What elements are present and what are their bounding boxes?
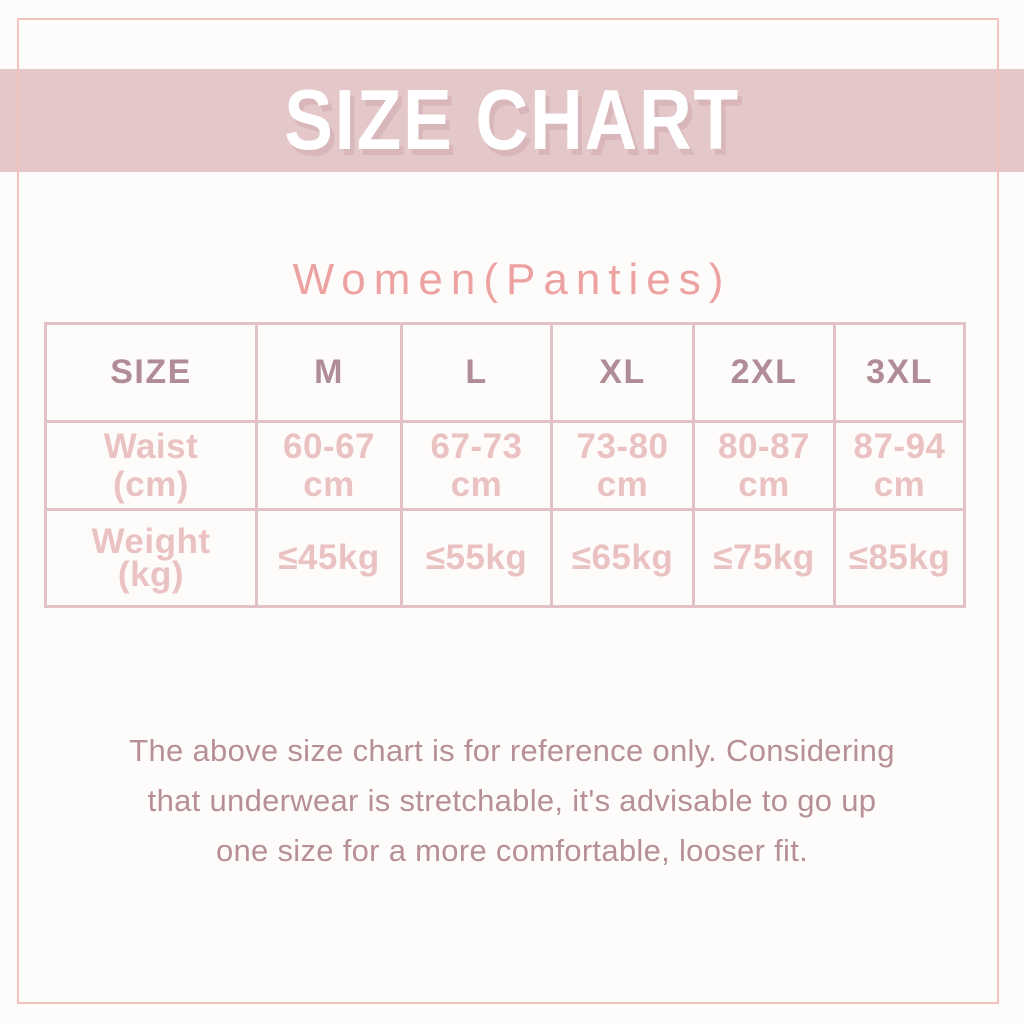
waist-value-3xl: 87-94 cm [833,420,966,511]
table-row-weight: Weight (kg) ≤45kg ≤55kg ≤65kg ≤75kg ≤85k… [44,508,966,608]
weight-limit: ≤75kg [713,538,815,577]
row-label-weight: Weight (kg) [44,508,258,608]
weight-value-xl: ≤65kg [550,508,695,608]
column-header-3xl: 3XL [833,322,966,423]
waist-range: 60-67 [282,427,376,467]
weight-label-unit: (kg) [117,555,185,594]
waist-range: 73-80 [576,427,669,467]
waist-unit: cm [303,464,355,504]
weight-value-m: ≤45kg [255,508,403,608]
waist-value-xl: 73-80 cm [550,420,695,511]
row-label-waist: Waist (cm) [44,420,258,511]
waist-range: 67-73 [430,427,523,467]
table-row-waist: Waist (cm) 60-67 cm 67-73 cm 73-80 cm 80… [44,420,966,511]
column-header-size: SIZE [44,322,258,423]
column-header-l: L [400,322,553,423]
title-banner: SIZE CHART [0,69,1024,172]
disclaimer-line: that underwear is stretchable, it's advi… [147,783,877,818]
weight-value-2xl: ≤75kg [692,508,836,608]
waist-range: 87-94 [853,427,946,467]
waist-unit: cm [596,464,649,504]
weight-limit: ≤65kg [571,538,674,577]
waist-value-l: 67-73 cm [400,420,553,511]
weight-limit: ≤45kg [278,538,380,577]
waist-label-text: Waist [103,427,199,467]
waist-unit: cm [738,464,790,504]
waist-value-m: 60-67 cm [255,420,403,511]
table-header-row: SIZE M L XL 2XL 3XL [44,322,966,423]
weight-value-3xl: ≤85kg [833,508,966,608]
disclaimer-line: one size for a more comfortable, looser … [215,833,809,868]
waist-unit: cm [450,464,503,504]
page-title: SIZE CHART [284,72,740,168]
column-header-xl: XL [550,322,695,423]
weight-value-l: ≤55kg [400,508,553,608]
category-heading: Women(Panties) [292,255,732,304]
waist-range: 80-87 [717,427,811,467]
disclaimer-line: The above size chart is for reference on… [129,733,895,768]
weight-limit: ≤55kg [425,538,528,577]
waist-label-unit: (cm) [113,464,189,504]
weight-limit: ≤85kg [848,538,951,577]
size-table: SIZE M L XL 2XL 3XL Waist (cm) 60-67 cm … [44,322,966,608]
column-header-2xl: 2XL [692,322,836,423]
column-header-m: M [255,322,403,423]
weight-label-text: Weight [91,521,211,561]
waist-value-2xl: 80-87 cm [692,420,836,511]
disclaimer-text: The above size chart is for reference on… [0,726,1024,876]
waist-unit: cm [873,464,926,504]
